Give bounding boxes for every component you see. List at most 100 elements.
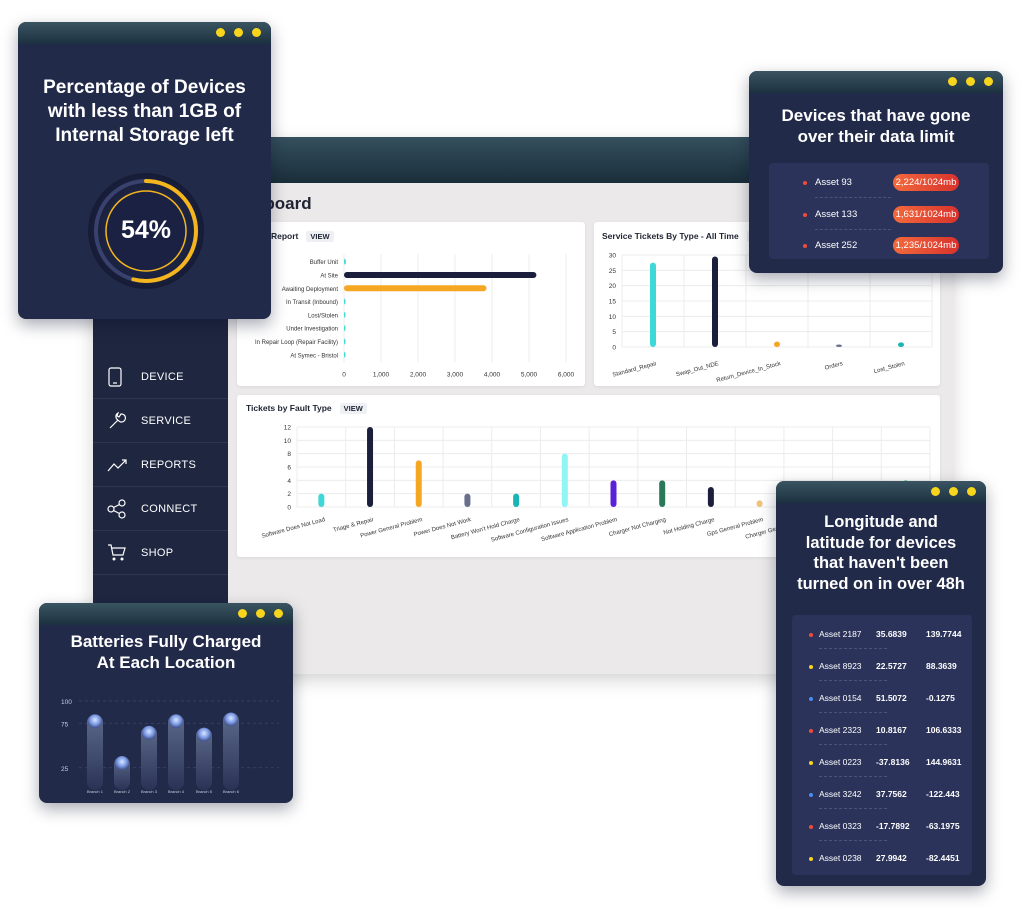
status-bullet xyxy=(809,697,813,701)
bar xyxy=(836,344,842,347)
x-tick-label: Lost_Stolen xyxy=(873,361,905,375)
window-dot[interactable] xyxy=(967,487,976,496)
window-controls xyxy=(216,28,261,37)
window-dot[interactable] xyxy=(966,77,975,86)
bar xyxy=(196,727,212,790)
bar xyxy=(561,453,568,507)
asset-name: Asset 0223 xyxy=(819,757,862,767)
service-tickets-chart: 30 25 20 15 10 5 0 Standard_Repair Swap_Out_NDER… xyxy=(609,253,933,384)
bar xyxy=(659,480,666,507)
asset-name: Asset 93 xyxy=(815,177,852,188)
x-tick-label: Swap_Out_NDE xyxy=(675,361,719,378)
bar-cap xyxy=(142,725,156,740)
window-dot[interactable] xyxy=(949,487,958,496)
fault-view-button[interactable]: VIEW xyxy=(339,403,367,414)
y-tick-label: At Site xyxy=(320,273,338,279)
bar xyxy=(141,725,157,790)
bar-cap xyxy=(169,714,183,729)
sidebar-item-connect[interactable]: CONNECT xyxy=(93,487,228,531)
y-tick-label: Awaiting Deployment xyxy=(282,287,339,293)
window-controls xyxy=(948,77,993,86)
report-view-button[interactable]: VIEW xyxy=(306,231,334,242)
x-tick-label: Branch 6 xyxy=(223,789,240,794)
y-tick-label: 4 xyxy=(287,478,291,485)
title-line: Internal Storage left xyxy=(55,124,234,146)
y-tick-label: 10 xyxy=(609,314,617,321)
trend-icon xyxy=(107,458,127,471)
status-bullet xyxy=(809,633,813,637)
title-line: Longitude and xyxy=(824,513,938,531)
window-dot[interactable] xyxy=(216,28,225,37)
panel-titlebar xyxy=(776,481,986,503)
x-tick-label: Branch 2 xyxy=(114,789,131,794)
bar xyxy=(318,493,325,507)
x-tick-label: Software Does Not Load xyxy=(261,517,326,540)
gauge-progress-arc xyxy=(94,179,198,283)
sidebar-item-label: DEVICE xyxy=(141,370,184,383)
cart-icon xyxy=(108,543,126,560)
x-tick-label: 0 xyxy=(342,371,346,378)
window-dot[interactable] xyxy=(931,487,940,496)
report-chart: 0 1,000 2,000 3,000 4,000 5,000 6,000 Buffer Un… xyxy=(255,254,575,378)
report-card: Report VIEW 0 1,000 2,000 3,000 4,000 5,000 6,0… xyxy=(237,222,585,386)
sidebar-item-label: CONNECT xyxy=(141,502,198,515)
bar xyxy=(756,500,763,507)
title-line: Batteries Fully Charged xyxy=(70,632,262,651)
bar xyxy=(344,271,537,278)
x-tick-label: Standard_Repair xyxy=(612,361,657,379)
y-tick-label: Lost/Stolen xyxy=(308,313,338,319)
bar xyxy=(898,342,904,347)
window-dot[interactable] xyxy=(984,77,993,86)
asset-name: Asset 8923 xyxy=(819,661,862,671)
wrench-icon xyxy=(109,411,127,428)
usage-badge: 1,631/1024mb xyxy=(893,206,959,223)
x-tick-label: Branch 1 xyxy=(87,789,104,794)
bar xyxy=(650,262,656,347)
bar-cap xyxy=(224,712,238,727)
data-limit-list: Asset 93 2,224/1024mb Asset 133 1,631/10… xyxy=(769,163,989,259)
status-bullet xyxy=(803,244,807,248)
panel-titlebar xyxy=(18,22,271,44)
latitude-value: 35.6839 xyxy=(876,629,907,639)
longitude-value: -63.1975 xyxy=(926,821,960,831)
window-dot[interactable] xyxy=(948,77,957,86)
bar xyxy=(168,714,184,790)
status-bullet xyxy=(809,665,813,669)
usage-badge: 1,235/1024mb xyxy=(893,237,959,254)
service-title-text: Service Tickets By Type - All Time xyxy=(602,231,739,241)
sidebar-item-service[interactable]: SERVICE xyxy=(93,399,228,443)
window-dot[interactable] xyxy=(256,609,265,618)
longitude-value: -122.443 xyxy=(926,789,960,799)
status-bullet xyxy=(803,181,807,185)
battery-panel-title: Batteries Fully Charged At Each Location xyxy=(39,631,293,674)
sidebar-item-shop[interactable]: SHOP xyxy=(93,531,228,575)
asset-name: Asset 2323 xyxy=(819,725,862,735)
x-tick-label: 3,000 xyxy=(447,371,464,378)
window-dot[interactable] xyxy=(234,28,243,37)
bar xyxy=(344,311,346,318)
y-tick-label: In Repair Loop (Repair Facility) xyxy=(255,340,338,346)
sidebar-item-reports[interactable]: REPORTS xyxy=(93,443,228,487)
window-dot[interactable] xyxy=(238,609,247,618)
bar xyxy=(712,256,718,347)
bar xyxy=(344,325,346,332)
bar xyxy=(344,298,346,305)
y-tick-label: 25 xyxy=(609,268,617,275)
battery-panel: Batteries Fully Charged At Each Location… xyxy=(39,603,293,803)
sidebar-item-device[interactable]: DEVICE xyxy=(93,355,228,399)
title-line: turned on in over 48h xyxy=(797,574,965,593)
x-tick-label: Return_Device_In_Stock xyxy=(716,361,783,384)
y-tick-label: 2 xyxy=(287,491,291,498)
x-tick-label: 4,000 xyxy=(484,371,501,378)
bar-cap xyxy=(115,756,129,771)
window-dot[interactable] xyxy=(252,28,261,37)
asset-name: Asset 252 xyxy=(815,240,858,251)
fault-title-text: Tickets by Fault Type xyxy=(246,403,332,413)
y-tick-label: 15 xyxy=(609,299,617,306)
panel-titlebar xyxy=(749,71,1003,93)
share-icon xyxy=(107,498,126,519)
y-tick-label: 0 xyxy=(287,505,291,512)
window-dot[interactable] xyxy=(274,609,283,618)
bar xyxy=(367,427,374,507)
row-divider xyxy=(819,648,887,649)
